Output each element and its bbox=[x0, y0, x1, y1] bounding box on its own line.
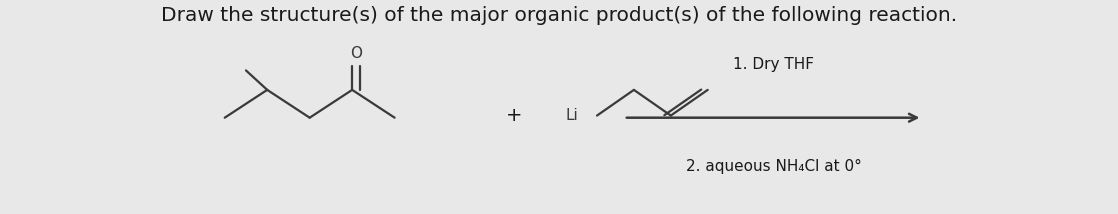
Text: O: O bbox=[350, 46, 362, 61]
Text: +: + bbox=[506, 106, 522, 125]
Text: Li: Li bbox=[566, 108, 578, 123]
Text: 1. Dry THF: 1. Dry THF bbox=[733, 57, 814, 72]
Text: Draw the structure(s) of the major organic product(s) of the following reaction.: Draw the structure(s) of the major organ… bbox=[161, 6, 957, 25]
Text: 2. aqueous NH₄Cl at 0°: 2. aqueous NH₄Cl at 0° bbox=[685, 159, 862, 174]
